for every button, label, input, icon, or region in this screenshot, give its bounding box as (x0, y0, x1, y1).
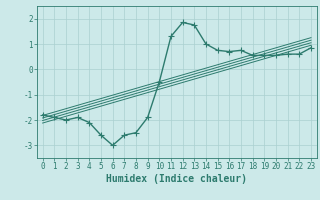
X-axis label: Humidex (Indice chaleur): Humidex (Indice chaleur) (106, 174, 247, 184)
